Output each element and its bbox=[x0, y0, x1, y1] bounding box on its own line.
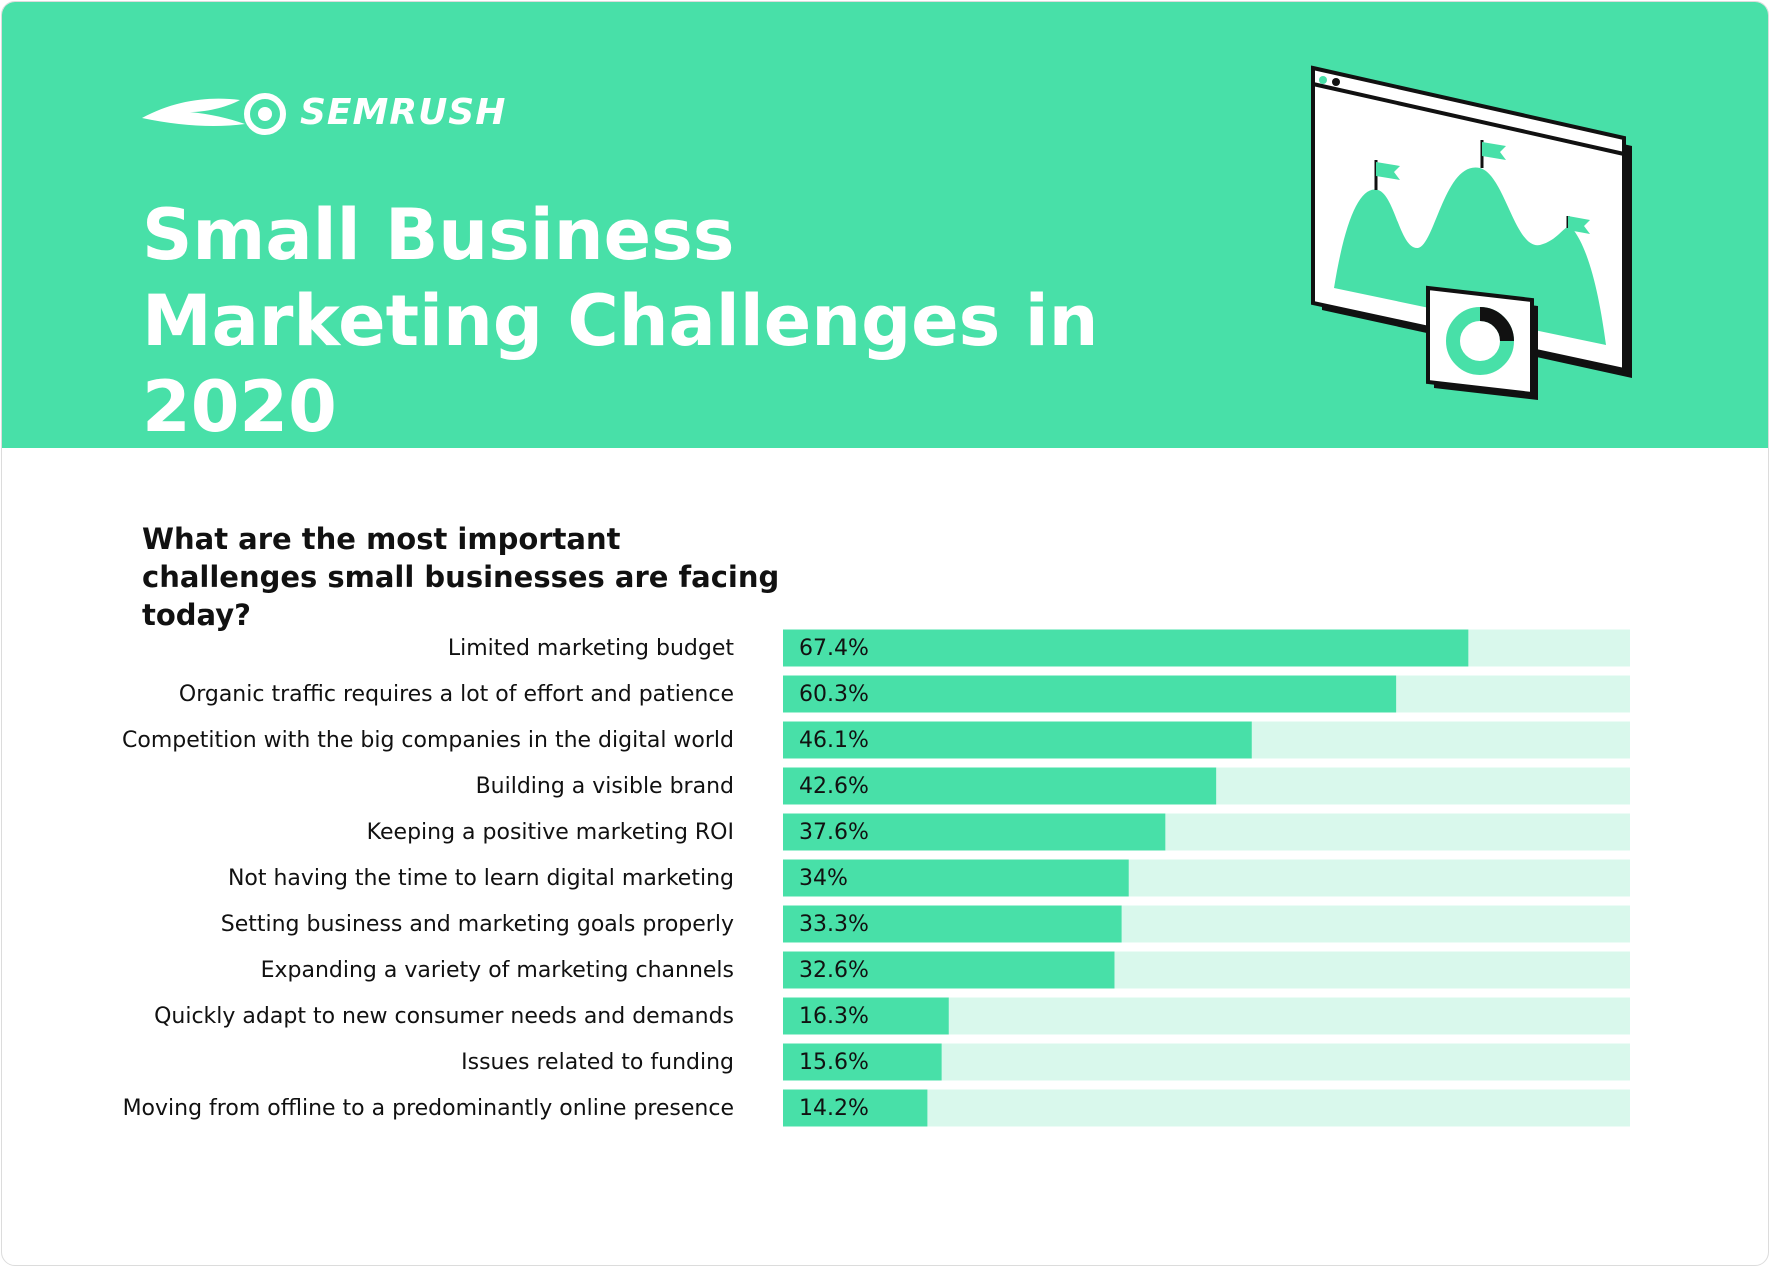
bar bbox=[783, 721, 1252, 759]
category-label: Quickly adapt to new consumer needs and … bbox=[154, 1004, 734, 1029]
category-label: Limited marketing budget bbox=[448, 636, 734, 661]
category-label: Issues related to funding bbox=[461, 1050, 734, 1075]
category-label: Expanding a variety of marketing channel… bbox=[261, 958, 734, 983]
category-label: Competition with the big companies in th… bbox=[122, 728, 734, 753]
value-label: 16.3% bbox=[799, 1004, 869, 1029]
category-label: Organic traffic requires a lot of effort… bbox=[179, 682, 734, 707]
category-label: Building a visible brand bbox=[476, 774, 734, 799]
bar bbox=[783, 859, 1129, 897]
bar bbox=[783, 813, 1166, 851]
value-label: 15.6% bbox=[799, 1050, 869, 1075]
logo-icon bbox=[142, 93, 286, 135]
bar bbox=[783, 1089, 928, 1127]
value-label: 37.6% bbox=[799, 820, 869, 845]
bar bbox=[783, 629, 1469, 667]
logo: SEMRUSH bbox=[300, 92, 507, 133]
bar bbox=[783, 905, 1122, 943]
value-label: 14.2% bbox=[799, 1096, 869, 1121]
bar bbox=[783, 675, 1397, 713]
category-label: Keeping a positive marketing ROI bbox=[367, 820, 734, 845]
value-label: 42.6% bbox=[799, 774, 869, 799]
value-label: 34% bbox=[799, 866, 848, 891]
chart-title: Small Business Marketing Challenges in 2… bbox=[142, 194, 1099, 448]
value-label: 60.3% bbox=[799, 682, 869, 707]
bar bbox=[783, 951, 1115, 989]
value-label: 33.3% bbox=[799, 912, 869, 937]
category-label: Moving from offline to a predominantly o… bbox=[123, 1096, 734, 1121]
category-label: Setting business and marketing goals pro… bbox=[221, 912, 734, 937]
bar bbox=[783, 997, 949, 1035]
bar bbox=[783, 767, 1217, 805]
value-label: 32.6% bbox=[799, 958, 869, 983]
category-label: Not having the time to learn digital mar… bbox=[228, 866, 734, 891]
value-label: 46.1% bbox=[799, 728, 869, 753]
bar bbox=[783, 1043, 942, 1081]
illustration bbox=[1311, 65, 1632, 400]
chart-subtitle: What are the most important challenges s… bbox=[142, 522, 780, 632]
value-label: 67.4% bbox=[799, 636, 869, 661]
